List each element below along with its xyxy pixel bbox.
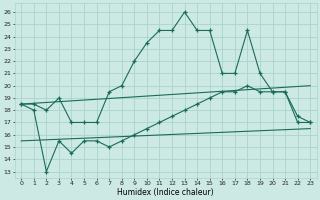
- X-axis label: Humidex (Indice chaleur): Humidex (Indice chaleur): [117, 188, 214, 197]
